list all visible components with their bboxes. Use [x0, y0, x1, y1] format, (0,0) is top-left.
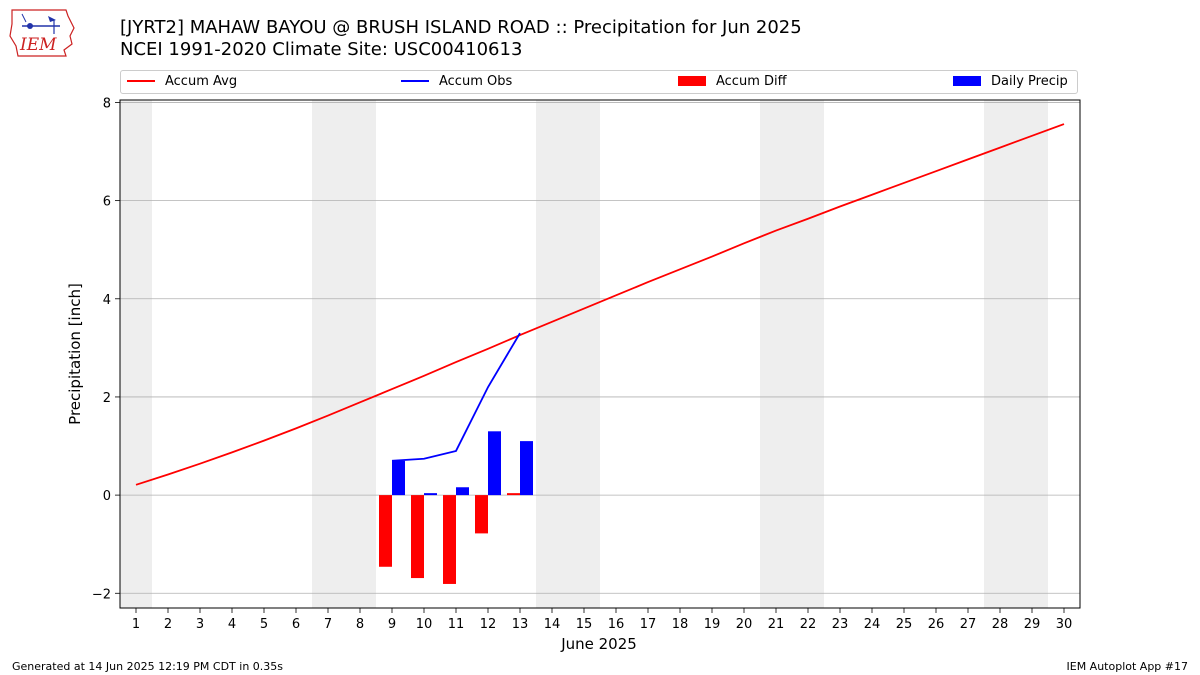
y-tick-label-2: 2 — [103, 391, 111, 406]
x-tick-label-20: 20 — [736, 617, 753, 632]
x-tick-label-14: 14 — [544, 617, 561, 632]
x-tick-label-21: 21 — [768, 617, 785, 632]
accum-diff-bar-12 — [475, 495, 488, 534]
weekend-band-2 — [536, 100, 600, 608]
daily-precip-bar-12 — [488, 431, 501, 496]
x-tick-label-8: 8 — [356, 617, 364, 632]
x-tick-label-6: 6 — [292, 617, 300, 632]
x-tick-label-5: 5 — [260, 617, 268, 632]
plot-frame — [119, 99, 1081, 609]
legend-label-daily-precip: Daily Precip — [991, 74, 1068, 89]
chart-legend: Accum Avg Accum Obs Accum Diff Daily Pre… — [120, 70, 1078, 94]
y-tick-label-8: 8 — [103, 96, 111, 111]
weekend-band-1 — [312, 100, 376, 608]
legend-swatch-daily-precip — [953, 75, 981, 86]
weekend-band-4 — [984, 100, 1048, 608]
x-tick-label-1: 1 — [132, 617, 140, 632]
x-tick-label-10: 10 — [416, 617, 433, 632]
daily-precip-bar-9 — [392, 460, 405, 496]
accum-diff-bar-9 — [379, 495, 392, 567]
x-tick-label-28: 28 — [992, 617, 1009, 632]
accum-diff-bar-11 — [443, 495, 456, 584]
chart-subtitle: NCEI 1991-2020 Climate Site: USC00410613 — [120, 39, 523, 60]
legend-swatch-accum-obs — [401, 79, 429, 82]
weekend-band-0 — [120, 100, 152, 608]
legend-item-daily-precip: Daily Precip — [953, 74, 1068, 92]
legend-item-accum-avg: Accum Avg — [127, 74, 237, 92]
accum-diff-bar-13 — [507, 493, 520, 496]
accum-diff-bar-10 — [411, 495, 424, 579]
svg-text:IEM: IEM — [19, 35, 57, 55]
y-axis-label: Precipitation [inch] — [66, 283, 84, 425]
x-tick-label-11: 11 — [448, 617, 465, 632]
legend-item-accum-obs: Accum Obs — [401, 74, 512, 92]
legend-label-accum-obs: Accum Obs — [439, 74, 513, 89]
y-tick-label-6: 6 — [103, 195, 111, 210]
daily-precip-bar-13 — [520, 441, 533, 496]
x-tick-label-19: 19 — [704, 617, 721, 632]
x-tick-label-15: 15 — [576, 617, 593, 632]
legend-label-accum-avg: Accum Avg — [165, 74, 238, 89]
legend-swatch-accum-avg — [127, 79, 155, 82]
x-tick-label-9: 9 — [388, 617, 396, 632]
x-tick-label-25: 25 — [896, 617, 913, 632]
accum-obs-line — [391, 332, 521, 462]
x-tick-label-22: 22 — [800, 617, 817, 632]
x-tick-label-13: 13 — [512, 617, 529, 632]
x-tick-label-18: 18 — [672, 617, 689, 632]
iem-logo: IEM — [8, 6, 80, 60]
footer-generated: Generated at 14 Jun 2025 12:19 PM CDT in… — [12, 660, 284, 673]
x-tick-label-23: 23 — [832, 617, 849, 632]
x-tick-label-27: 27 — [960, 617, 977, 632]
legend-item-accum-diff: Accum Diff — [678, 74, 787, 92]
accum-avg-line — [135, 123, 1065, 486]
legend-label-accum-diff: Accum Diff — [716, 74, 787, 89]
weekend-band-3 — [760, 100, 824, 608]
legend-swatch-accum-diff — [678, 75, 706, 86]
y-tick-label-0: 0 — [103, 489, 111, 504]
x-tick-label-24: 24 — [864, 617, 881, 632]
x-tick-label-3: 3 — [196, 617, 204, 632]
y-tick-label-4: 4 — [103, 293, 111, 308]
daily-precip-bar-11 — [456, 487, 469, 496]
x-tick-label-26: 26 — [928, 617, 945, 632]
y-tick-label--2: −2 — [92, 587, 111, 602]
x-tick-label-16: 16 — [608, 617, 625, 632]
x-tick-label-12: 12 — [480, 617, 497, 632]
footer-app: IEM Autoplot App #17 — [1066, 660, 1189, 673]
x-tick-label-29: 29 — [1024, 617, 1041, 632]
x-axis-label: June 2025 — [560, 635, 637, 653]
x-tick-label-2: 2 — [164, 617, 172, 632]
daily-precip-bar-10 — [424, 493, 437, 496]
chart-title: [JYRT2] MAHAW BAYOU @ BRUSH ISLAND ROAD … — [120, 17, 802, 38]
x-tick-label-4: 4 — [228, 617, 236, 632]
x-tick-label-30: 30 — [1056, 617, 1073, 632]
x-tick-label-7: 7 — [324, 617, 332, 632]
x-tick-label-17: 17 — [640, 617, 657, 632]
